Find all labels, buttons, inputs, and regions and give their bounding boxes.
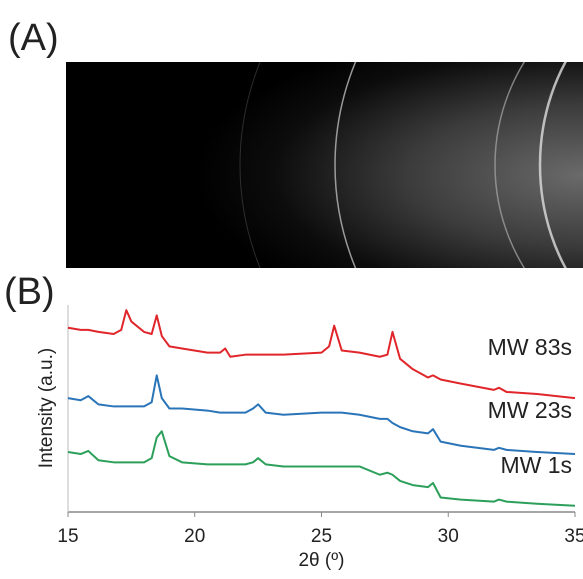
series-line xyxy=(67,309,576,400)
x-tick-label: 30 xyxy=(438,526,459,547)
x-axis-label: 2θ (º) xyxy=(298,550,344,571)
x-tick-label: 35 xyxy=(564,526,583,547)
diffraction-image xyxy=(66,62,583,268)
series-label: MW 1s xyxy=(500,452,572,478)
x-tick-label: 25 xyxy=(311,526,332,547)
series-line xyxy=(67,374,576,456)
y-axis-label: Intensity (a.u.) xyxy=(36,348,57,468)
series-label: MW 23s xyxy=(488,397,572,423)
series-line xyxy=(67,430,576,507)
panel-label: (A) xyxy=(8,17,59,59)
series-label: MW 83s xyxy=(488,334,572,360)
x-tick-label: 20 xyxy=(184,526,205,547)
panel-label: (B) xyxy=(4,271,55,313)
x-tick-label: 15 xyxy=(57,526,78,547)
